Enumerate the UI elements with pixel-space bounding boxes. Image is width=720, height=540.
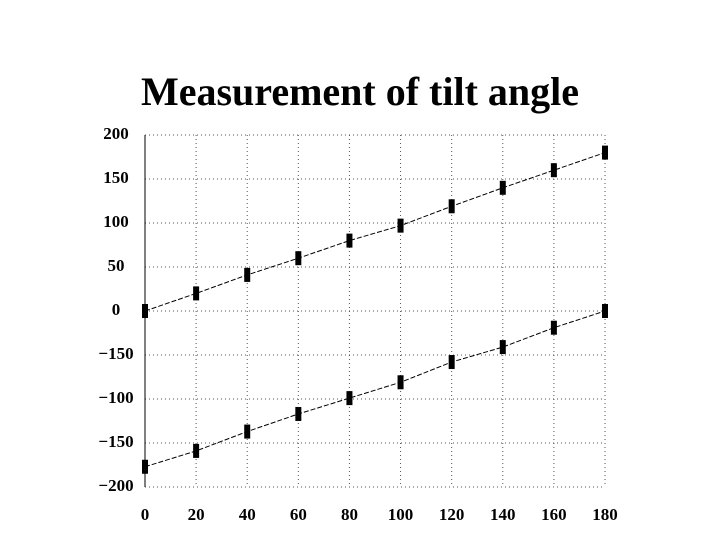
fit-line bbox=[144, 152, 606, 312]
data-point bbox=[499, 340, 506, 355]
data-point bbox=[142, 459, 148, 474]
y-tick-label: 150 bbox=[103, 168, 129, 187]
data-point bbox=[295, 251, 302, 266]
data-point bbox=[142, 304, 148, 318]
x-tick-label: 140 bbox=[490, 505, 516, 524]
x-tick-label: 160 bbox=[541, 505, 567, 524]
data-point bbox=[602, 304, 608, 318]
x-tick-label: 40 bbox=[239, 505, 256, 524]
fit-line bbox=[144, 310, 606, 468]
data-point bbox=[193, 443, 200, 458]
x-tick-label: 120 bbox=[439, 505, 465, 524]
data-point bbox=[499, 180, 506, 195]
y-tick-label: 100 bbox=[103, 212, 129, 231]
data-point bbox=[346, 391, 353, 406]
y-tick-label: 0 bbox=[112, 300, 121, 319]
data-point bbox=[346, 233, 353, 248]
x-tick-label: 180 bbox=[592, 505, 618, 524]
y-tick-label: −200 bbox=[98, 476, 133, 495]
data-point bbox=[244, 424, 251, 439]
data-point bbox=[244, 267, 251, 282]
x-tick-label: 80 bbox=[341, 505, 358, 524]
y-tick-label: 200 bbox=[103, 124, 129, 143]
data-point bbox=[295, 406, 302, 421]
y-tick-label: −150 bbox=[98, 344, 133, 363]
y-tick-label: 50 bbox=[108, 256, 125, 275]
y-tick-label: −100 bbox=[98, 388, 133, 407]
x-tick-label: 0 bbox=[141, 505, 150, 524]
data-point bbox=[448, 199, 455, 214]
data-point bbox=[397, 218, 404, 233]
chart-title: Measurement of tilt angle bbox=[141, 69, 579, 114]
y-tick-label: −150 bbox=[98, 432, 133, 451]
x-tick-label: 20 bbox=[188, 505, 205, 524]
data-point bbox=[448, 355, 455, 370]
data-point bbox=[193, 286, 200, 301]
data-point bbox=[550, 163, 557, 178]
x-tick-label: 60 bbox=[290, 505, 307, 524]
data-point bbox=[602, 145, 608, 160]
data-point bbox=[550, 320, 557, 335]
x-tick-label: 100 bbox=[388, 505, 414, 524]
data-point bbox=[397, 375, 404, 390]
